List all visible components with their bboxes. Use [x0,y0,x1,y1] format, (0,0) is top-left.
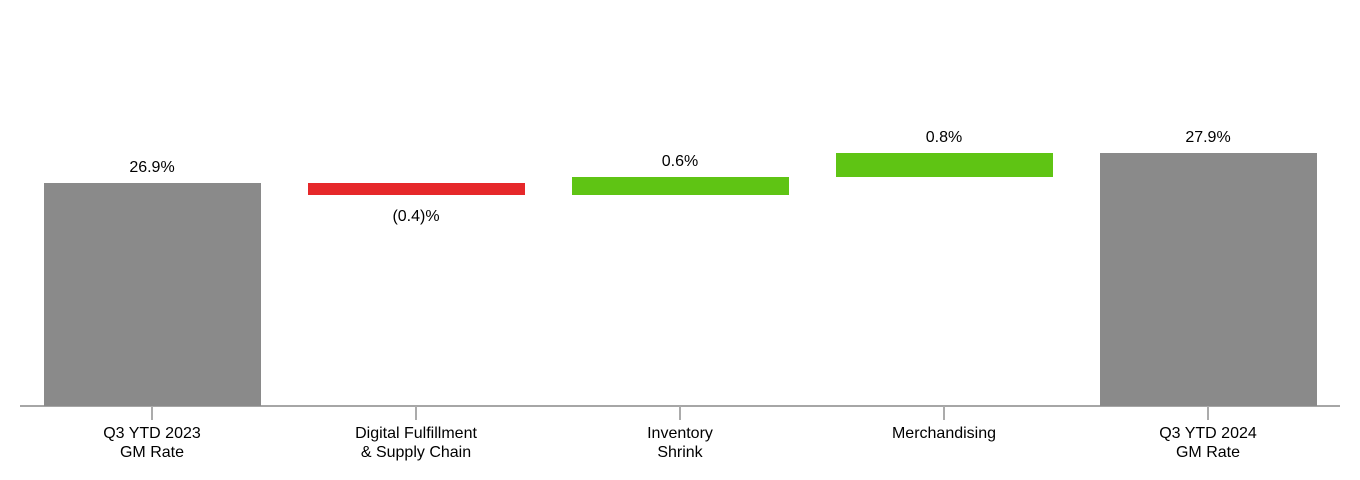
waterfall-bar-increase-3 [835,153,1053,177]
category-label: Q3 YTD 2023 GM Rate [20,424,284,462]
axis-tick [679,406,681,420]
axis-tick [151,406,153,420]
category-label-line: & Supply Chain [360,444,472,461]
category-label-line: Digital Fulfillment [355,425,477,442]
waterfall-bar-increase-2 [571,177,789,195]
bar-value-label: 0.6% [661,153,699,170]
category-label: Merchandising [812,424,1076,443]
category-label-line: Q3 YTD 2023 [103,425,201,442]
axis-tick [943,406,945,420]
category-label-line: Inventory [647,425,713,442]
waterfall-bar-total-4 [1099,153,1317,406]
waterfall-bar-decrease-1 [307,183,525,195]
bar-value-label: (0.4)% [392,208,440,225]
category-label-line: Q3 YTD 2024 [1159,425,1257,442]
waterfall-bar-total-0 [43,183,261,406]
category-label: Q3 YTD 2024 GM Rate [1076,424,1340,462]
category-label: Digital Fulfillment & Supply Chain [284,424,548,462]
category-label-line: Merchandising [891,425,997,442]
category-label-line: Shrink [657,444,703,461]
category-label: Inventory Shrink [548,424,812,462]
category-label-line: GM Rate [119,444,184,461]
axis-tick [415,406,417,420]
category-label-line: GM Rate [1175,444,1240,461]
bar-value-label: 0.8% [925,129,963,146]
bar-value-label: 27.9% [1185,129,1231,146]
axis-tick [1207,406,1209,420]
bar-value-label: 26.9% [129,159,175,176]
